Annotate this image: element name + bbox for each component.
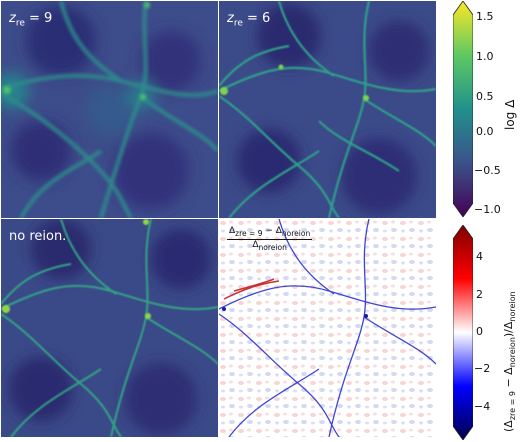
difference-formula: Δzre = 9 − Δnoreion Δnoreion	[227, 226, 313, 252]
density-map-no-reion	[1, 219, 218, 437]
panel-label-no-reion: no reion.	[9, 229, 67, 244]
difference-map	[219, 219, 436, 437]
panel-difference: Δzre = 9 − Δnoreion Δnoreion	[219, 219, 436, 437]
panel-no-reion: no reion.	[1, 219, 218, 437]
cbar-top-tick-4: 0.0	[476, 125, 494, 138]
cbar-top-tick-3: 0.5	[476, 90, 494, 103]
cbar-top-tick-1: 1.5	[476, 10, 494, 23]
panel-zre9: zre = 9	[1, 1, 218, 218]
cbar-top-tick-5: −0.5	[474, 164, 501, 177]
colorbar-top-title: log Δ	[503, 99, 517, 130]
cbar-bottom-tick-5: −4	[474, 400, 491, 413]
panel-label-zre6: zre = 6	[227, 11, 271, 29]
cbar-bottom-tick-1: 4	[476, 250, 483, 263]
cbar-bottom-tick-3: 0	[476, 325, 483, 338]
colorbar-log-delta	[453, 1, 473, 217]
panel-label-zre9: zre = 9	[9, 11, 53, 29]
density-map-zre6	[219, 1, 436, 218]
density-map-zre9	[1, 1, 218, 218]
cbar-bottom-tick-2: 2	[476, 288, 483, 301]
cbar-top-tick-6: −1.0	[474, 203, 501, 216]
cbar-bottom-tick-4: −2	[474, 362, 491, 375]
cbar-top-tick-2: 1.0	[476, 50, 494, 63]
colorbar-bottom-title: (Δzre = 9 − Δnoreion)/Δnoreion	[502, 291, 518, 432]
colorbar-difference	[453, 225, 473, 440]
panel-zre6: zre = 6	[219, 1, 436, 218]
